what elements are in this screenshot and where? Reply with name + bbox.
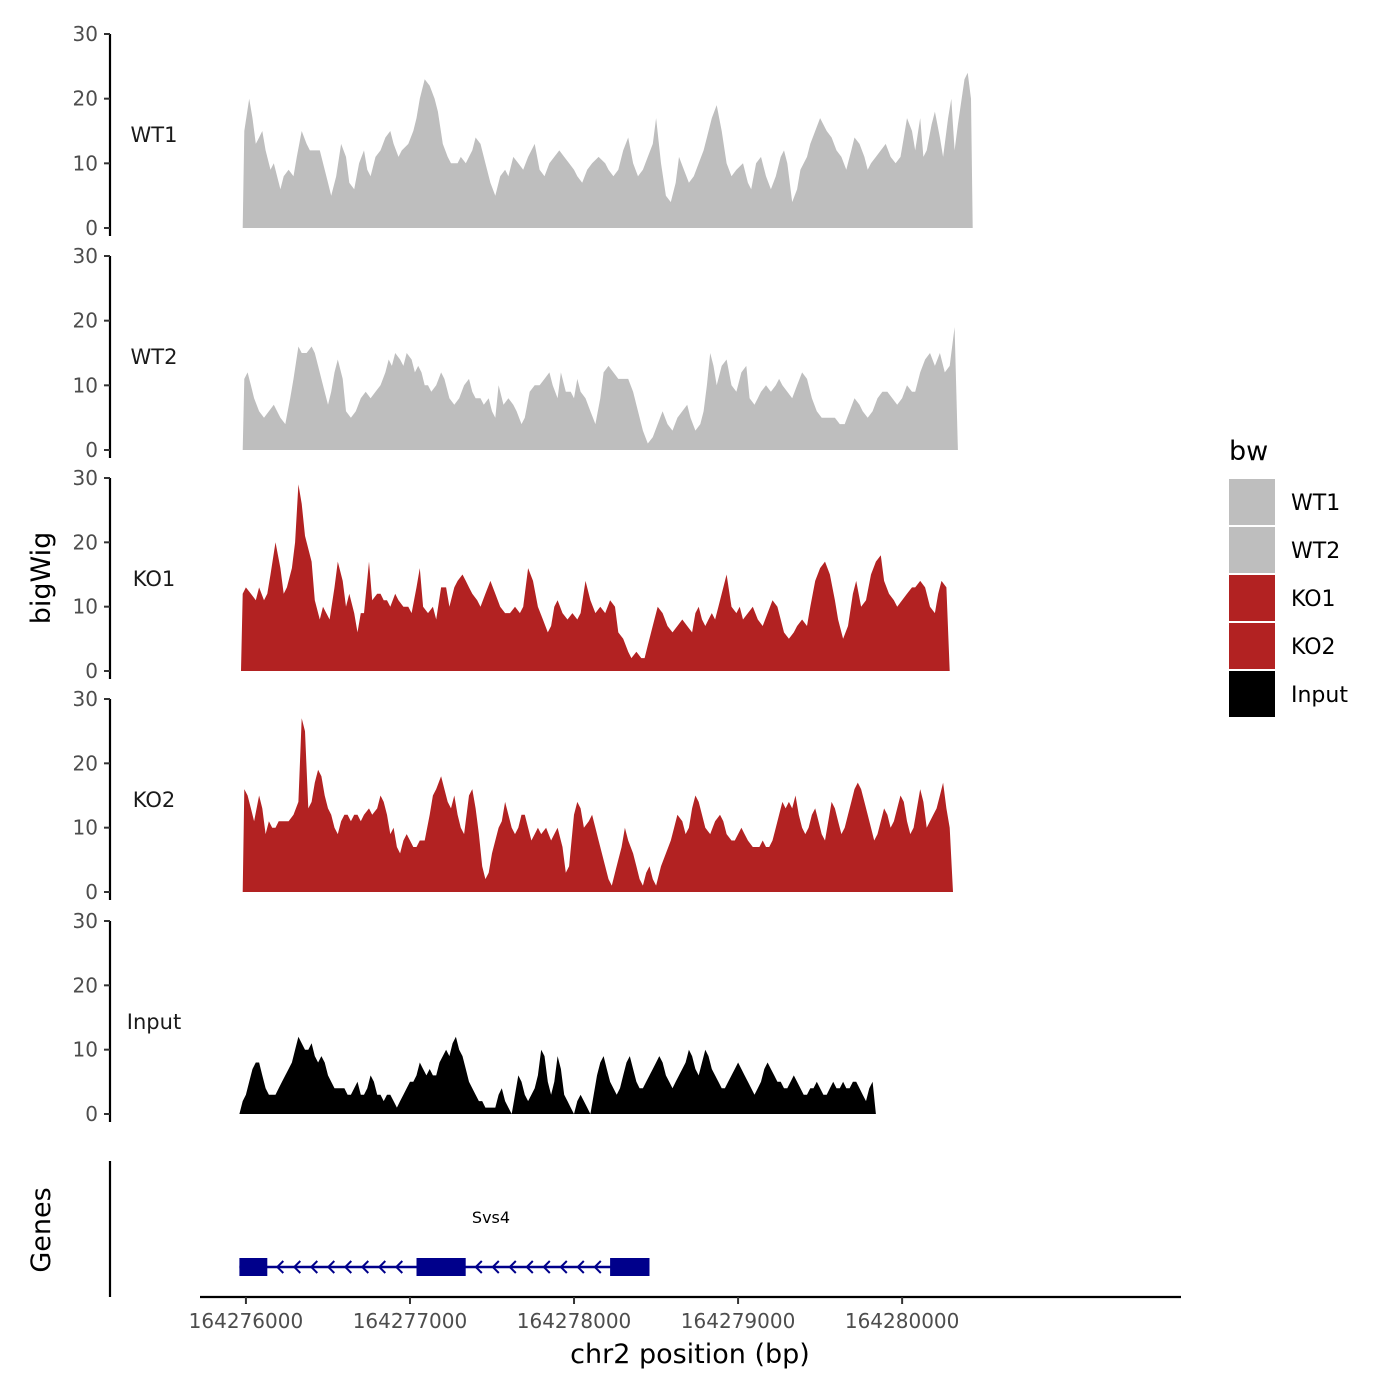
track-label: WT2 <box>131 345 178 369</box>
x-axis: 164276000 164277000 164278000 164279000 1642… <box>189 1295 1181 1333</box>
legend-key-wt1 <box>1229 479 1275 525</box>
strand-arrow <box>343 1260 353 1274</box>
legend-label: KO1 <box>1291 587 1336 612</box>
strand-arrow <box>474 1260 483 1274</box>
y-tick-label: 10 <box>73 373 98 397</box>
legend-key-wt2 <box>1229 527 1275 573</box>
gene-exon <box>416 1258 466 1276</box>
strand-arrow <box>360 1260 370 1274</box>
y-tick-label: 20 <box>73 530 98 554</box>
strand-arrow <box>559 1260 568 1274</box>
strand-arrow <box>542 1260 551 1274</box>
area-wt1 <box>242 72 973 228</box>
x-axis-title: chr2 position (bp) <box>570 1339 810 1370</box>
y-tick-label: 0 <box>85 659 98 683</box>
y-tick-label: 20 <box>73 309 98 333</box>
legend-key-input <box>1229 671 1275 717</box>
track-wt2: 0 10 20 30 WT2 <box>73 244 958 462</box>
x-tick-label: 164280000 <box>845 1309 960 1333</box>
x-tick-label: 164279000 <box>681 1309 796 1333</box>
strand-arrow <box>326 1260 336 1274</box>
area-ko1 <box>241 484 950 671</box>
strand-arrow <box>275 1260 285 1274</box>
track-label: KO2 <box>133 788 176 812</box>
strand-arrow <box>491 1260 500 1274</box>
gene-exon <box>610 1258 650 1276</box>
genes-axis-title: Genes <box>26 1187 57 1272</box>
track-input: 0 10 20 30 Input <box>73 909 876 1126</box>
y-tick-label: 20 <box>73 973 98 997</box>
legend-title: bw <box>1229 436 1268 467</box>
y-tick-label: 0 <box>85 880 98 904</box>
strand-arrow <box>525 1260 534 1274</box>
legend-label: Input <box>1291 683 1348 708</box>
track-ko2: 0 10 20 30 KO2 <box>73 687 953 904</box>
y-tick-label: 10 <box>73 816 98 840</box>
legend-label: KO2 <box>1291 635 1336 660</box>
gene-layer: Svs4 <box>108 1161 650 1297</box>
track-label: KO1 <box>133 567 176 591</box>
strand-arrow <box>292 1260 302 1274</box>
legend-key-ko2 <box>1229 623 1275 669</box>
y-tick-label: 10 <box>73 1038 98 1062</box>
track-label: Input <box>127 1010 181 1034</box>
strand-arrow <box>377 1260 387 1274</box>
area-input <box>239 1036 876 1114</box>
y-tick-label: 10 <box>73 151 98 175</box>
x-tick-label: 164278000 <box>517 1309 632 1333</box>
tracks-layer: 0 10 20 30 WT1 0 10 20 30 WT2 0 10 20 30 KO1 0 10 20 30 KO2… <box>73 22 973 1126</box>
gene-exon <box>239 1258 268 1276</box>
y-tick-label: 30 <box>73 22 98 46</box>
y-tick-label: 0 <box>85 216 98 240</box>
y-tick-label: 30 <box>73 687 98 711</box>
x-tick-label: 164277000 <box>353 1309 468 1333</box>
x-tick-label: 164276000 <box>189 1309 304 1333</box>
strand-arrow <box>394 1260 404 1274</box>
y-tick-label: 0 <box>85 1102 98 1126</box>
strand-arrow <box>593 1260 602 1274</box>
track-ko1: 0 10 20 30 KO1 <box>73 466 950 683</box>
track-wt1: 0 10 20 30 WT1 <box>73 22 973 240</box>
legend-key-ko1 <box>1229 575 1275 621</box>
y-tick-label: 0 <box>85 438 98 462</box>
y-axis-title: bigWig <box>26 532 57 625</box>
track-label: WT1 <box>131 123 178 147</box>
legend-label: WT2 <box>1291 539 1340 564</box>
area-wt2 <box>242 327 958 450</box>
y-tick-label: 30 <box>73 909 98 933</box>
y-tick-label: 30 <box>73 244 98 268</box>
strand-arrow <box>309 1260 319 1274</box>
legend-label: WT1 <box>1291 491 1340 516</box>
legend: bw WT1 WT2 KO1 KO2 Input <box>1229 436 1348 717</box>
gene-name-label: Svs4 <box>472 1208 510 1227</box>
area-ko2 <box>242 718 953 892</box>
y-tick-label: 20 <box>73 87 98 111</box>
strand-arrow <box>508 1260 517 1274</box>
y-tick-label: 10 <box>73 595 98 619</box>
strand-arrow <box>576 1260 585 1274</box>
y-tick-label: 20 <box>73 751 98 775</box>
y-tick-label: 30 <box>73 466 98 490</box>
